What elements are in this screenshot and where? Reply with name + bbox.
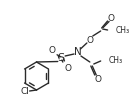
Text: O: O <box>49 45 56 55</box>
Text: O: O <box>107 14 114 23</box>
Text: O: O <box>86 36 93 44</box>
Text: O: O <box>65 64 72 72</box>
Text: CH₃: CH₃ <box>115 26 130 34</box>
Text: O: O <box>94 74 101 84</box>
Text: N: N <box>74 47 82 57</box>
Text: S: S <box>58 53 65 63</box>
Text: CH₃: CH₃ <box>109 56 123 65</box>
Text: Cl: Cl <box>20 86 29 96</box>
